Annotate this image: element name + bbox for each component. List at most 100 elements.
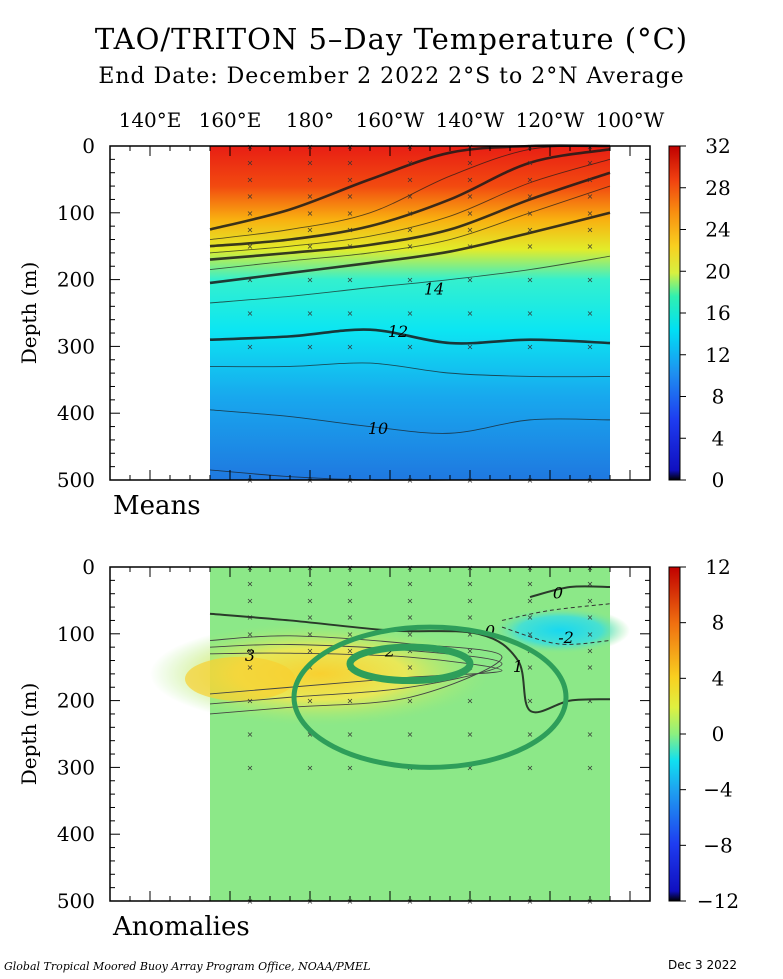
buoy-marker: × [467,580,474,589]
buoy-marker: × [247,342,254,351]
anomalies-panel-label: Anomalies [112,912,250,942]
buoy-marker: × [247,309,254,318]
colorbar-tick-label: 12 [705,343,730,367]
buoy-marker: × [247,226,254,235]
means-colorbar-labels: 0 4 8 12 16 20 24 28 32 [680,134,731,492]
buoy-marker: × [587,630,594,639]
buoy-marker: × [587,342,594,351]
cool-anomaly-shading [490,607,630,654]
buoy-marker: × [307,647,314,656]
buoy-marker: × [467,159,474,168]
buoy-marker: × [467,596,474,605]
buoy-marker: × [307,697,314,706]
buoy-marker: × [587,159,594,168]
x-tick-label: 140°E [119,108,182,132]
isotherm-26 [209,145,611,240]
buoy-marker: × [407,209,414,218]
anomalies-axis-ticks [109,566,651,902]
buoy-marker: × [527,226,534,235]
x-tick-label: 100°W [596,108,665,132]
colorbar-tick-label: −4 [703,778,732,802]
negative-anomaly-contour [501,603,611,621]
colorbar-tick-label: 20 [705,259,730,283]
buoy-marker: × [307,175,314,184]
colorbar-tick-label: 4 [712,426,725,450]
y-tick-label: 500 [57,468,95,492]
isotherm-14 [209,255,611,304]
buoy-marker: × [527,276,534,285]
buoy-marker: × [347,596,354,605]
anomaly-contours [209,585,611,715]
isotherm-12 [209,328,611,345]
x-tick-labels: 140°E 160°E 180° 160°W 140°W 120°W 100°W [119,108,665,132]
buoy-marker: × [587,763,594,772]
buoy-marker: × [347,730,354,739]
colorbar-tick-label: 4 [712,666,725,690]
contour-label: 1 [513,657,523,676]
buoy-marker: × [527,309,534,318]
buoy-marker: × [407,242,414,251]
footer-date: Dec 3 2022 [668,958,738,972]
buoy-marker: × [587,192,594,201]
colorbar-tick-label: 32 [705,134,730,158]
mean-contour-labels: 14 12 10 [368,279,444,438]
buoy-marker: × [467,309,474,318]
buoy-marker: × [307,192,314,201]
anomaly-buoy-markers: × × × × × × × × × × × × × × × × × × × × × × × × × × × × × × × × × × × × × × × ×… [247,564,594,906]
isotherm-18 [209,185,611,271]
means-panel-label: Means [113,491,201,521]
buoy-marker: × [247,613,254,622]
buoy-marker: × [347,226,354,235]
highlight-ellipses [291,624,569,770]
buoy-marker: × [307,580,314,589]
buoy-marker: × [247,192,254,201]
buoy-marker: × [307,276,314,285]
buoy-marker: × [467,226,474,235]
buoy-marker: × [407,580,414,589]
y-tick-label: 500 [57,889,95,913]
buoy-marker: × [407,647,414,656]
buoy-marker: × [467,697,474,706]
buoy-marker: × [247,663,254,672]
buoy-marker: × [307,209,314,218]
means-y-axis-label: Depth (m) [17,262,41,365]
buoy-marker: × [407,192,414,201]
negative-anomaly-contour [501,626,611,645]
chart-title: TAO/TRITON 5–Day Temperature (°C) [94,22,689,56]
contour-label: 10 [368,419,388,438]
buoy-marker: × [527,763,534,772]
buoy-marker: × [587,697,594,706]
colorbar-tick-label: −12 [697,889,739,913]
colorbar-tick-label: −8 [703,833,732,857]
buoy-marker: × [467,192,474,201]
colorbar-tick-label: 16 [705,301,730,325]
contour-label: -2 [558,628,574,647]
y-tick-label: 400 [57,401,95,425]
means-colorbar [668,145,681,481]
buoy-marker: × [527,580,534,589]
buoy-marker: × [467,613,474,622]
buoy-marker: × [247,580,254,589]
colorbar-tick-label: 28 [705,176,730,200]
anomalies-panel: × × × × × × × × × × × × × × × × × × × × × × × × × × × × × × × × × × × × × × × ×… [17,555,739,942]
y-tick-label: 100 [57,201,95,225]
buoy-marker: × [467,630,474,639]
colorbar-tick-label: 8 [712,385,725,409]
contour-label: 3 [245,646,255,665]
buoy-marker: × [347,630,354,639]
highlight-ellipse [291,624,569,770]
buoy-marker: × [247,276,254,285]
buoy-marker: × [307,342,314,351]
anomalies-y-tick-labels: 0 100 200 300 400 500 [57,555,95,913]
isotherm-11 [209,362,611,378]
anomalies-y-axis-label: Depth (m) [17,683,41,786]
buoy-marker: × [347,242,354,251]
buoy-marker: × [527,663,534,672]
buoy-marker: × [527,342,534,351]
buoy-marker: × [247,647,254,656]
colorbar-tick-label: 8 [712,611,725,635]
buoy-marker: × [587,613,594,622]
contour-label: 12 [388,322,408,341]
buoy-marker: × [407,342,414,351]
buoy-marker: × [347,159,354,168]
